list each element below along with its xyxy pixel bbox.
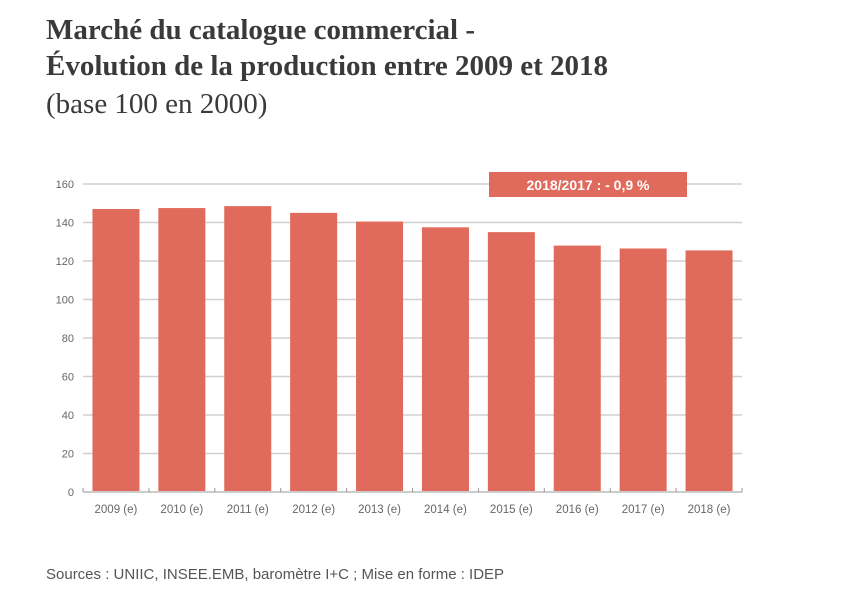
x-tick-label: 2012 (e) bbox=[292, 504, 335, 516]
bar-2015 bbox=[487, 232, 535, 491]
bar-2014 bbox=[421, 227, 469, 491]
y-tick-label: 20 bbox=[62, 449, 74, 461]
bar-2013 bbox=[356, 221, 404, 491]
x-tick-label: 2017 (e) bbox=[622, 504, 665, 516]
bar-2011 bbox=[224, 206, 272, 491]
bar-2012 bbox=[290, 212, 338, 491]
y-tick-label: 100 bbox=[56, 295, 74, 307]
chart-title-line-2: Évolution de la production entre 2009 et… bbox=[46, 50, 609, 82]
y-tick-label: 120 bbox=[56, 256, 74, 268]
annotation-box bbox=[489, 172, 687, 197]
chart-title-line-1: Marché du catalogue commercial - bbox=[46, 14, 475, 46]
y-tick-label: 140 bbox=[56, 218, 74, 230]
x-tick-label: 2014 (e) bbox=[424, 504, 467, 516]
x-tick-label: 2009 (e) bbox=[95, 504, 138, 516]
y-tick-label: 40 bbox=[62, 410, 74, 422]
source-note: Sources : UNIIC, INSEE.EMB, baromètre I+… bbox=[46, 566, 505, 583]
bar-2009 bbox=[92, 209, 140, 491]
x-tick-label: 2011 (e) bbox=[227, 504, 269, 516]
x-tick-label: 2016 (e) bbox=[556, 504, 599, 516]
y-tick-label: 80 bbox=[62, 333, 74, 345]
bar-2016 bbox=[553, 245, 601, 491]
x-tick-label: 2015 (e) bbox=[490, 504, 533, 516]
chart-subtitle: (base 100 en 2000) bbox=[46, 88, 268, 120]
x-tick-label: 2018 (e) bbox=[688, 504, 731, 516]
bar-2010 bbox=[158, 208, 206, 491]
x-tick-label: 2010 (e) bbox=[160, 504, 203, 516]
y-tick-label: 60 bbox=[62, 372, 74, 384]
y-tick-label: 160 bbox=[56, 179, 74, 191]
bar-2017 bbox=[619, 248, 667, 491]
annotation-label: 2018/2017 : - 0,9 % bbox=[527, 177, 651, 193]
bar-2018 bbox=[685, 250, 733, 491]
x-tick-label: 2013 (e) bbox=[358, 504, 401, 516]
y-tick-label: 0 bbox=[68, 487, 74, 499]
